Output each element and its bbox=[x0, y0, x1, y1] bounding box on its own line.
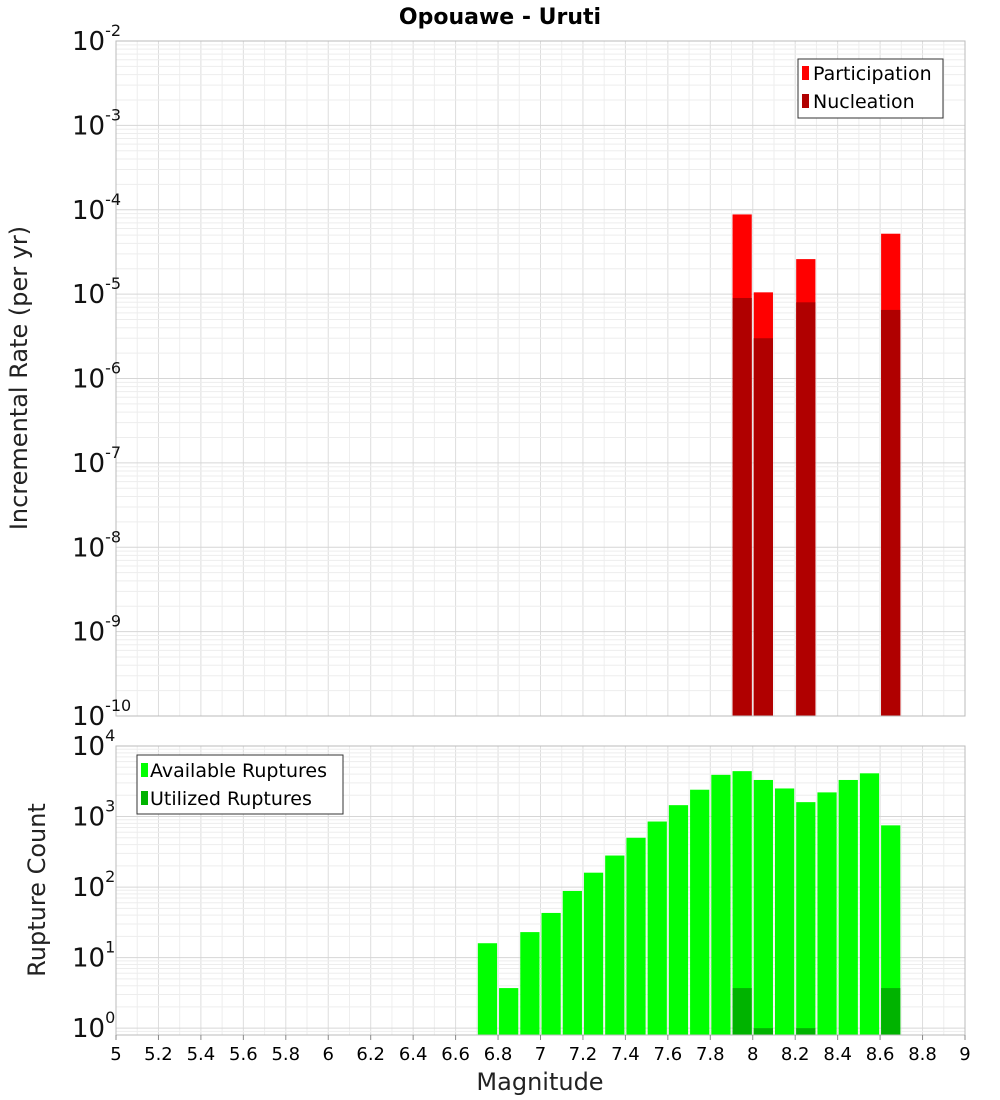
x-tick-label: 6.6 bbox=[441, 1044, 470, 1065]
x-tick-label: 5.2 bbox=[144, 1044, 173, 1065]
rate-y-tick-label: 10-8 bbox=[72, 527, 121, 563]
rate-y-tick-label: 10-10 bbox=[72, 696, 131, 732]
x-tick-label: 6.8 bbox=[484, 1044, 513, 1065]
x-tick-label: 5.8 bbox=[271, 1044, 300, 1065]
rate-bars bbox=[732, 214, 901, 717]
count-bar-available-ruptures bbox=[796, 802, 816, 1035]
x-tick-label: 6.2 bbox=[356, 1044, 385, 1065]
count-bar-utilized-ruptures bbox=[881, 988, 901, 1035]
count-y-axis-label: Rupture Count bbox=[23, 803, 51, 977]
x-tick-label: 7.4 bbox=[611, 1044, 640, 1065]
x-tick-label: 7.8 bbox=[696, 1044, 725, 1065]
rate-grid bbox=[115, 40, 966, 717]
count-panel: 100 101 102 103 104 Rupture Count Available … bbox=[23, 726, 966, 1044]
x-tick-label: 9 bbox=[959, 1044, 970, 1065]
count-bar-available-ruptures bbox=[541, 912, 561, 1035]
count-y-tick-label: 104 bbox=[72, 726, 115, 762]
rate-legend: Participation Nucleation bbox=[797, 58, 944, 119]
count-bar-utilized-ruptures bbox=[732, 988, 752, 1035]
rate-y-tick-label: 10-2 bbox=[72, 21, 121, 57]
count-bar-available-ruptures bbox=[668, 805, 689, 1035]
participation-legend-label: Participation bbox=[813, 63, 932, 85]
x-tick-label: 8.2 bbox=[781, 1044, 810, 1065]
rate-plot-frame bbox=[115, 40, 966, 717]
count-legend: Available Ruptures Utilized Ruptures bbox=[136, 754, 344, 815]
count-bar-available-ruptures bbox=[477, 943, 498, 1035]
count-bar-available-ruptures bbox=[859, 773, 880, 1035]
rate-y-axis-label: Incremental Rate (per yr) bbox=[5, 226, 33, 530]
x-tick-label: 7.6 bbox=[654, 1044, 683, 1065]
count-bar-available-ruptures bbox=[520, 932, 540, 1035]
count-bar-available-ruptures bbox=[690, 789, 710, 1035]
count-bar-available-ruptures bbox=[881, 825, 901, 1035]
count-bars bbox=[477, 771, 901, 1035]
count-bar-utilized-ruptures bbox=[796, 1028, 816, 1035]
count-bar-available-ruptures bbox=[562, 890, 582, 1035]
rate-legend-box bbox=[797, 58, 944, 119]
count-bar-available-ruptures bbox=[753, 779, 773, 1035]
count-y-tick-label: 102 bbox=[72, 867, 115, 903]
count-bar-utilized-ruptures bbox=[753, 1028, 773, 1035]
count-bar-available-ruptures bbox=[774, 788, 795, 1035]
rate-bar-nucleation bbox=[753, 338, 773, 716]
x-tick-label: 5 bbox=[110, 1044, 121, 1065]
rate-y-ticks: 10-10 10-9 10-8 10-7 10-6 10-5 10-4 10-3 10-2 bbox=[72, 21, 131, 732]
count-bar-available-ruptures bbox=[583, 872, 604, 1035]
rate-y-tick-label: 10-9 bbox=[72, 612, 121, 648]
rate-bar-nucleation bbox=[881, 309, 901, 716]
x-tick-label: 6.4 bbox=[399, 1044, 428, 1065]
utilized-ruptures-legend-swatch bbox=[141, 791, 148, 805]
rate-y-tick-label: 10-5 bbox=[72, 274, 121, 310]
x-tick-label: 6 bbox=[323, 1044, 334, 1065]
count-bar-available-ruptures bbox=[647, 821, 667, 1035]
nucleation-legend-label: Nucleation bbox=[813, 91, 915, 113]
count-bar-available-ruptures bbox=[499, 988, 519, 1035]
rate-panel: 10-10 10-9 10-8 10-7 10-6 10-5 10-4 10-3 10-2 In… bbox=[5, 21, 966, 732]
count-y-tick-label: 101 bbox=[72, 938, 115, 974]
rate-bar-nucleation bbox=[732, 297, 752, 716]
count-bar-available-ruptures bbox=[626, 837, 646, 1035]
x-tick-label: 8.4 bbox=[823, 1044, 852, 1065]
participation-legend-swatch bbox=[802, 66, 809, 80]
count-bar-available-ruptures bbox=[838, 779, 858, 1035]
rate-y-tick-label: 10-4 bbox=[72, 190, 121, 226]
rate-y-tick-label: 10-3 bbox=[72, 105, 121, 141]
count-y-tick-label: 100 bbox=[72, 1008, 115, 1044]
x-axis-ticks: 5 5.2 5.4 5.6 5.8 6 6.2 6.4 6.6 6.8 7 7.2 7.4 7.6 7.8 8… bbox=[110, 1035, 971, 1065]
nucleation-legend-swatch bbox=[802, 94, 809, 108]
x-tick-label: 5.6 bbox=[229, 1044, 258, 1065]
x-tick-label: 7 bbox=[535, 1044, 546, 1065]
rate-y-tick-label: 10-7 bbox=[72, 443, 121, 479]
rate-bar-nucleation bbox=[796, 302, 816, 716]
available-ruptures-legend-label: Available Ruptures bbox=[150, 760, 327, 782]
count-y-ticks: 100 101 102 103 104 bbox=[72, 726, 115, 1044]
x-tick-label: 5.4 bbox=[187, 1044, 216, 1065]
chart-title: Opouawe - Uruti bbox=[399, 5, 601, 30]
x-axis-label: Magnitude bbox=[476, 1068, 603, 1096]
count-bar-available-ruptures bbox=[605, 855, 625, 1035]
count-y-tick-label: 103 bbox=[72, 797, 115, 833]
count-legend-box bbox=[136, 754, 344, 815]
x-tick-label: 7.2 bbox=[569, 1044, 598, 1065]
x-tick-label: 8.6 bbox=[866, 1044, 895, 1065]
x-tick-label: 8.8 bbox=[908, 1044, 937, 1065]
utilized-ruptures-legend-label: Utilized Ruptures bbox=[150, 788, 312, 810]
available-ruptures-legend-swatch bbox=[141, 763, 148, 777]
x-tick-label: 8 bbox=[747, 1044, 758, 1065]
count-bar-available-ruptures bbox=[817, 792, 837, 1035]
rate-y-tick-label: 10-6 bbox=[72, 359, 121, 395]
count-bar-available-ruptures bbox=[732, 771, 752, 1035]
count-bar-available-ruptures bbox=[711, 774, 731, 1035]
